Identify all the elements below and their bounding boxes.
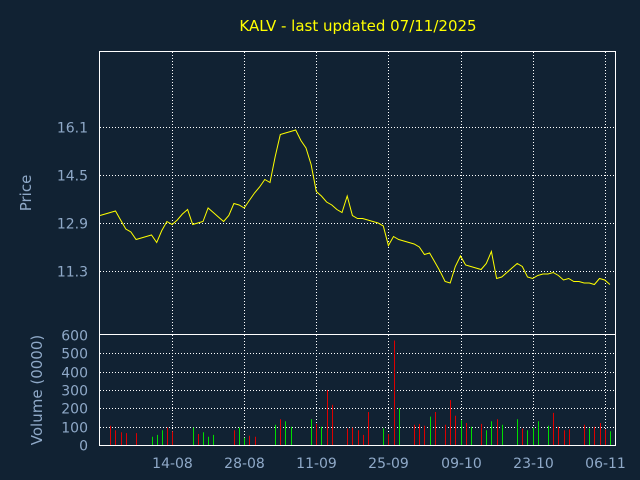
price-y-tick-labels: 16.1 14.5 12.9 11.3 — [57, 121, 88, 281]
x-tick-label: 25-09 — [368, 456, 409, 472]
x-tick-label: 23-10 — [513, 456, 554, 472]
x-tick-label: 09-10 — [441, 456, 482, 472]
price-line — [99, 129, 611, 286]
volume-y-tick-labels: 0 100 200 300 400 500 600 — [61, 329, 88, 455]
volume-y-tick: 300 — [61, 384, 88, 400]
volume-gridlines — [100, 335, 615, 445]
chart-title: KALV - last updated 07/11/2025 — [239, 17, 476, 35]
price-gridlines — [100, 52, 615, 334]
x-tick-label: 28-08 — [224, 456, 265, 472]
volume-y-axis-label: Volume (0000) — [28, 335, 46, 445]
x-tick-label: 14-08 — [152, 456, 193, 472]
volume-bars — [110, 340, 611, 445]
price-y-tick: 11.3 — [57, 265, 88, 281]
price-y-tick: 16.1 — [57, 121, 88, 137]
volume-y-tick: 100 — [61, 421, 88, 437]
x-tick-label: 11-09 — [296, 456, 337, 472]
volume-y-tick: 500 — [61, 347, 88, 363]
price-y-axis-label: Price — [17, 175, 35, 212]
volume-y-tick: 400 — [61, 366, 88, 382]
volume-y-tick: 200 — [61, 402, 88, 418]
price-y-tick: 12.9 — [57, 217, 88, 233]
price-y-tick: 14.5 — [57, 169, 88, 185]
volume-panel-border — [99, 334, 616, 446]
x-tick-labels: 14-08 28-08 11-09 25-09 09-10 23-10 06-11 — [152, 456, 626, 472]
volume-y-tick: 0 — [79, 439, 88, 455]
x-tick-label: 06-11 — [585, 456, 626, 472]
volume-y-tick: 600 — [61, 329, 88, 345]
